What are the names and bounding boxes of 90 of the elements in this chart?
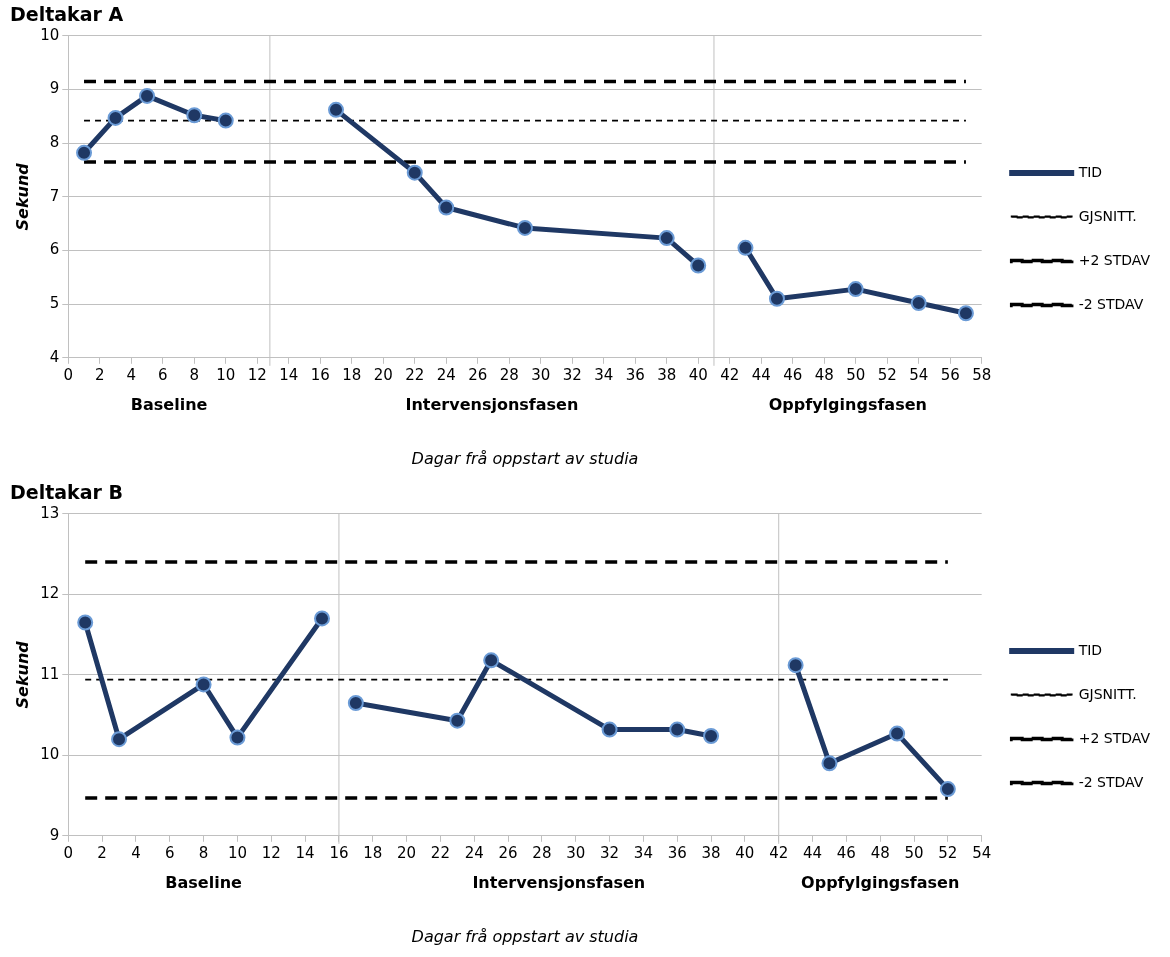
x-tick-label: 26	[498, 843, 518, 862]
x-tick-label: 4	[131, 843, 141, 862]
x-tick-label: 42	[769, 843, 789, 862]
y-axis-title: Sekund	[12, 640, 32, 709]
x-tick-label: 22	[430, 843, 450, 862]
legend-label: GJSNITT.	[1078, 685, 1137, 702]
x-tick-label: 2	[97, 843, 107, 862]
x-tick-label: 30	[531, 365, 551, 384]
x-tick-label: 0	[63, 365, 74, 384]
x-tick-label: 16	[310, 365, 330, 384]
x-tick-label: 6	[165, 843, 175, 862]
x-tick-label: 18	[342, 365, 362, 384]
x-tick-label: 48	[814, 365, 834, 384]
x-tick-label: 10	[216, 365, 236, 384]
x-tick-label: 48	[870, 843, 890, 862]
x-tick-label: 10	[227, 843, 247, 862]
x-tick-label: 34	[633, 843, 653, 862]
y-tick-label: 11	[40, 664, 60, 683]
y-tick-label: 10	[40, 25, 60, 44]
y-tick-label: 10	[40, 745, 60, 764]
x-tick-label: 28	[499, 365, 519, 384]
x-tick-label: 12	[247, 365, 267, 384]
x-tick-label: 44	[751, 365, 771, 384]
x-tick-label: 20	[397, 843, 417, 862]
x-tick-label: 40	[688, 365, 708, 384]
x-tick-label: 58	[972, 365, 992, 384]
legend-label: -2 STDAV	[1078, 295, 1144, 312]
y-tick-label: 8	[49, 133, 60, 152]
x-axis-title: Dagar frå oppstart av studia	[411, 448, 639, 468]
x-tick-label: 46	[836, 843, 856, 862]
x-tick-label: 28	[532, 843, 552, 862]
x-tick-label: 24	[436, 365, 456, 384]
chart-title: Deltakar A	[10, 3, 124, 26]
y-tick-label: 13	[40, 503, 60, 522]
x-tick-label: 4	[126, 365, 137, 384]
x-tick-label: 24	[464, 843, 484, 862]
x-tick-label: 52	[938, 843, 958, 862]
x-tick-label: 38	[701, 843, 721, 862]
x-tick-label: 32	[600, 843, 620, 862]
x-tick-label: 18	[363, 843, 383, 862]
x-tick-label: 52	[877, 365, 897, 384]
chart-title: Deltakar B	[10, 481, 123, 504]
y-tick-label: 9	[49, 79, 60, 98]
x-tick-label: 16	[329, 843, 349, 862]
x-tick-label: 26	[468, 365, 488, 384]
text: Oppfylgingsfasen	[801, 872, 960, 892]
y-axis-title: Sekund	[12, 162, 32, 231]
x-tick-label: 12	[261, 843, 281, 862]
legend-label: +2 STDAV	[1078, 251, 1151, 268]
x-tick-label: 6	[158, 365, 168, 384]
y-tick-label: 6	[49, 240, 60, 259]
y-tick-label: 9	[49, 825, 60, 844]
x-tick-label: 36	[667, 843, 687, 862]
x-tick-label: 46	[783, 365, 803, 384]
legend-label: -2 STDAV	[1078, 773, 1144, 790]
x-tick-label: 54	[972, 843, 992, 862]
x-tick-label: 38	[657, 365, 677, 384]
y-tick-label: 4	[49, 347, 60, 366]
x-tick-label: 20	[373, 365, 393, 384]
legend-label: TID	[1077, 163, 1103, 180]
x-tick-label: 56	[940, 365, 960, 384]
x-tick-label: 44	[802, 843, 823, 862]
x-tick-label: 0	[63, 843, 74, 862]
text: Oppfylgingsfasen	[768, 394, 927, 414]
x-tick-label: 8	[198, 843, 209, 862]
x-tick-label: 40	[735, 843, 755, 862]
legend-label: GJSNITT.	[1078, 207, 1137, 224]
x-axis-title: Dagar frå oppstart av studia	[411, 926, 639, 946]
x-tick-label: 50	[904, 843, 924, 862]
x-tick-label: 2	[95, 365, 105, 384]
x-tick-label: 32	[562, 365, 582, 384]
text: Intervensjonsfasen	[405, 394, 579, 414]
text: Intervensjonsfasen	[472, 872, 646, 892]
legend-label: +2 STDAV	[1078, 729, 1151, 746]
text: Baseline	[165, 872, 243, 892]
y-tick-label: 5	[49, 294, 60, 313]
x-tick-label: 42	[720, 365, 740, 384]
x-tick-label: 8	[189, 365, 200, 384]
x-tick-label: 54	[909, 365, 929, 384]
x-tick-label: 36	[625, 365, 645, 384]
x-tick-label: 30	[566, 843, 586, 862]
legend-label: TID	[1077, 641, 1103, 658]
x-tick-label: 14	[279, 365, 299, 384]
y-tick-label: 7	[49, 186, 60, 205]
x-tick-label: 14	[295, 843, 315, 862]
y-tick-label: 12	[40, 584, 60, 603]
x-tick-label: 34	[594, 365, 614, 384]
x-tick-label: 50	[846, 365, 866, 384]
text: Baseline	[130, 394, 208, 414]
x-tick-label: 22	[405, 365, 425, 384]
